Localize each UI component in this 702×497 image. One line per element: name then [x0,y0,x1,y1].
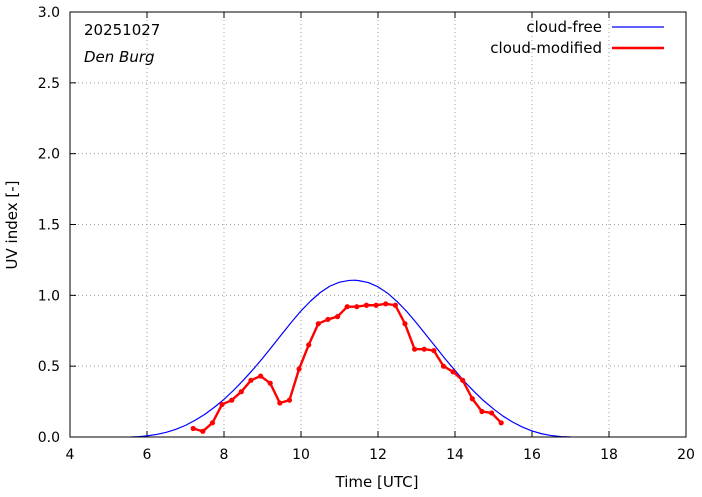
data-point-cloud-modified [344,304,350,310]
y-tick-label: 3.0 [38,5,60,21]
data-point-cloud-modified [229,397,235,403]
x-tick-label: 6 [143,447,152,463]
data-point-cloud-modified [460,377,466,383]
data-point-cloud-modified [431,347,437,354]
y-tick-label: 0.5 [38,359,60,375]
legend: cloud-free cloud-modified [490,18,664,57]
data-point-cloud-modified [209,420,216,426]
grid-lines [70,12,686,437]
y-tick-label: 0.0 [38,430,60,446]
x-axis-title: Time [UTC] [335,473,419,491]
legend-label-cloud-free: cloud-free [526,18,602,36]
date-label: 20251027 [84,21,160,39]
legend-label-cloud-modified: cloud-modified [490,39,602,57]
data-point-cloud-modified [286,397,293,403]
data-point-cloud-modified [392,302,398,308]
x-tick-label: 4 [66,447,75,463]
y-axis-title: UV index [-] [3,181,21,270]
data-point-cloud-modified [315,321,321,327]
data-point-cloud-modified [450,369,456,375]
y-tick-label: 2.0 [38,147,60,163]
data-point-cloud-modified [248,377,254,383]
x-tick-label: 16 [523,447,541,463]
x-tick-label: 18 [600,447,618,463]
data-point-cloud-modified [488,410,495,416]
data-point-cloud-modified [469,396,475,402]
y-tick-label: 2.5 [38,76,60,92]
data-point-cloud-modified [257,373,264,379]
data-point-cloud-modified [383,301,389,307]
data-point-cloud-modified [354,304,360,310]
data-point-cloud-modified [190,425,196,432]
data-point-cloud-modified [440,363,447,369]
data-point-cloud-modified [296,366,302,372]
data-point-cloud-modified [306,342,312,348]
data-point-cloud-modified [277,400,283,406]
data-point-cloud-modified [267,380,273,386]
data-point-cloud-modified [200,428,206,434]
data-series [131,279,571,438]
x-tick-label: 20 [677,447,695,463]
data-point-cloud-modified [334,313,341,320]
y-tick-labels: 0.0 0.5 1.0 1.5 2.0 2.5 3.0 [38,5,60,446]
data-point-cloud-modified [498,420,504,426]
data-point-cloud-modified [479,408,485,415]
y-tick-label: 1.0 [38,288,60,304]
data-point-cloud-modified [363,302,370,308]
data-point-cloud-modified [219,401,225,408]
series-line-cloud-free [131,279,571,438]
x-tick-label: 14 [446,447,464,463]
data-point-cloud-modified [373,302,379,308]
data-point-cloud-modified [411,346,418,352]
x-tick-label: 12 [369,447,387,463]
data-point-cloud-modified [402,321,408,327]
plot-frame [69,11,687,438]
data-point-cloud-modified [421,346,427,352]
x-tick-labels: 4 6 8 10 12 14 16 18 20 [66,447,695,463]
location-label: Den Burg [84,48,155,66]
y-tick-label: 1.5 [38,218,60,234]
data-point-cloud-modified [238,389,244,395]
x-tick-label: 8 [220,447,229,463]
x-tick-label: 10 [292,447,310,463]
data-point-cloud-modified [325,316,331,323]
